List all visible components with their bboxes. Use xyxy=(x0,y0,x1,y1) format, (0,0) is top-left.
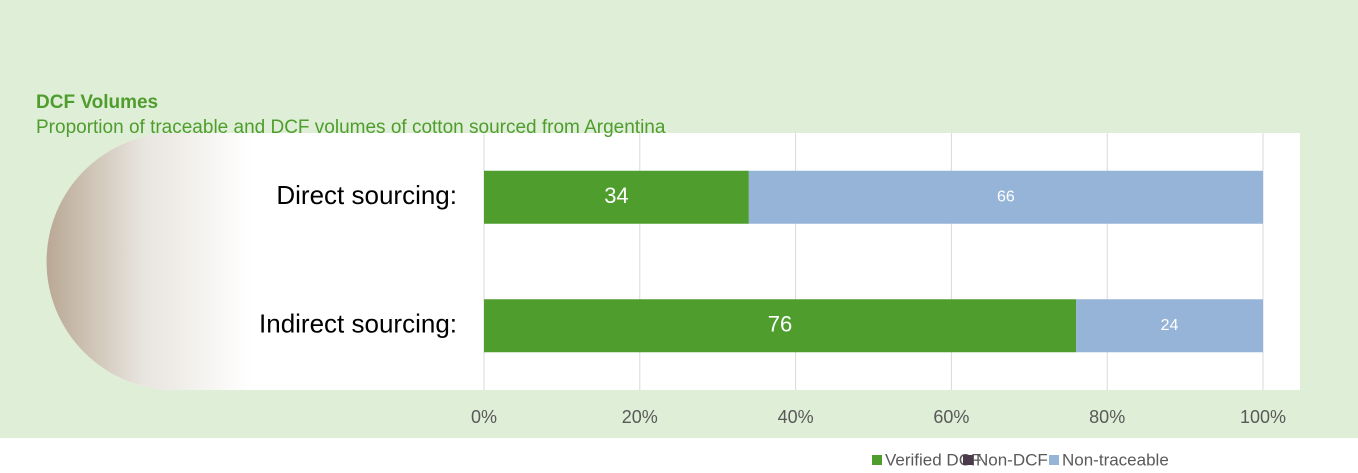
bar-segment xyxy=(484,299,1077,353)
x-tick-label: 0% xyxy=(471,407,497,427)
legend-label: Non-DCF xyxy=(976,450,1048,469)
category-label: Indirect sourcing: xyxy=(259,309,457,339)
legend-swatch xyxy=(872,455,882,465)
legend-label: Verified DCF xyxy=(885,450,981,469)
chart-title: DCF Volumes xyxy=(36,92,158,113)
legend-swatch xyxy=(963,455,973,465)
data-label: 76 xyxy=(768,312,792,337)
data-label: 24 xyxy=(1161,317,1179,334)
x-tick-label: 100% xyxy=(1240,407,1286,427)
legend-swatch xyxy=(1049,455,1059,465)
x-tick-label: 40% xyxy=(778,407,814,427)
bar-segment xyxy=(748,170,1263,224)
chart-subtitle: Proportion of traceable and DCF volumes … xyxy=(36,117,666,138)
x-tick-label: 20% xyxy=(622,407,658,427)
cotton-photo xyxy=(46,133,320,390)
bar-segment xyxy=(1076,299,1263,353)
legend-label: Non-traceable xyxy=(1062,450,1169,469)
data-label: 34 xyxy=(604,183,628,208)
data-label: 66 xyxy=(997,188,1015,205)
x-tick-label: 80% xyxy=(1089,407,1125,427)
bar-segment xyxy=(484,170,749,224)
x-tick-label: 60% xyxy=(933,407,969,427)
category-label: Direct sourcing: xyxy=(276,180,457,210)
